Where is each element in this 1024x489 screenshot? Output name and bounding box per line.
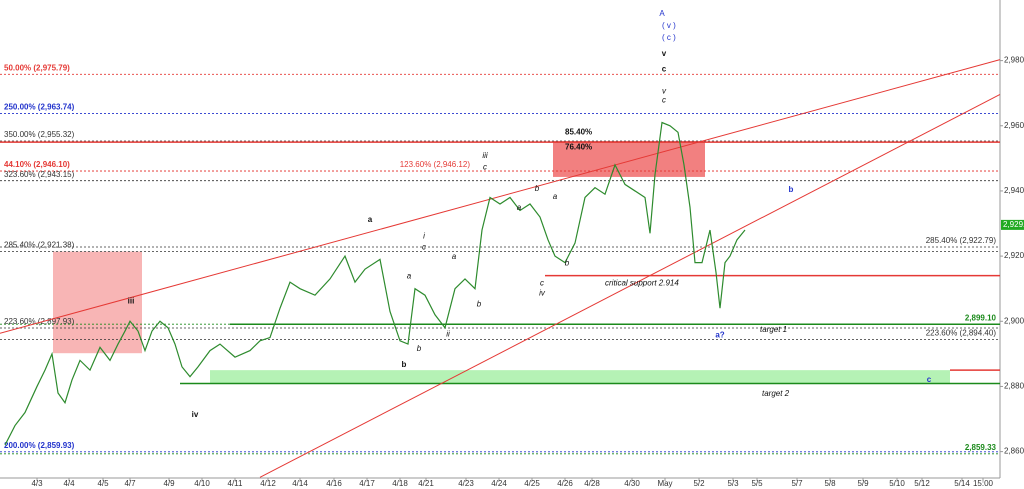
wave-label: i (423, 232, 425, 241)
wave-label: v (662, 49, 667, 58)
x-tick-label: 4/3 (31, 479, 43, 488)
x-tick-label: 4/25 (524, 479, 540, 488)
x-tick-label: 4/21 (418, 479, 434, 488)
wave-label: iv (539, 289, 546, 298)
level-label: 223.60% (2,894.40) (926, 329, 997, 338)
level-label: 250.00% (2,963.74) (4, 103, 75, 112)
y-tick-label: 2,900 (1004, 316, 1024, 325)
x-tick-label: 4/4 (63, 479, 75, 488)
y-tick-label: 2,860 (1004, 447, 1024, 456)
wave-label: b (789, 185, 794, 194)
wave-label: a (517, 203, 522, 212)
level-label: 123.60% (2,946.12) (400, 160, 471, 169)
level-label: 285.40% (2,921.38) (4, 241, 75, 250)
y-tick-label: 2,920 (1004, 251, 1024, 260)
wave-label: c (662, 65, 667, 74)
level-label: 2,899.10 (965, 313, 997, 322)
x-tick-label: 5/12 (914, 479, 930, 488)
wave-label: iv (192, 410, 199, 419)
wave-label: target 2 (762, 389, 790, 398)
trend-line (0, 59, 1001, 334)
wave-label: b (417, 344, 422, 353)
level-label: 50.00% (2,975.79) (4, 63, 70, 72)
price-line (4, 121, 746, 446)
x-tick-label: 5/3 (727, 479, 739, 488)
x-tick-label: 4/14 (292, 479, 308, 488)
wave-label: b (565, 259, 570, 268)
y-tick-label: 2,880 (1004, 382, 1024, 391)
wave-label: b (477, 299, 482, 308)
wave-label: critical support 2.914 (605, 279, 679, 288)
x-tick-label: 15:00 (973, 479, 994, 488)
wave-label: a (452, 252, 457, 261)
level-label: 285.40% (2,922.79) (926, 236, 997, 245)
x-tick-label: May (657, 479, 672, 488)
wave-label: a (407, 272, 412, 281)
x-tick-label: 4/16 (326, 479, 342, 488)
x-tick-label: 4/30 (624, 479, 640, 488)
wave-label: 85.40% (565, 127, 592, 136)
level-label: 350.00% (2,955.32) (4, 130, 75, 139)
wave-label: c (422, 243, 426, 252)
x-tick-label: 4/18 (392, 479, 408, 488)
y-tick-label: 2,940 (1004, 186, 1024, 195)
x-tick-label: 4/12 (260, 479, 276, 488)
y-tick-label: 2,980 (1004, 56, 1024, 65)
wave-label: 76.40% (565, 142, 592, 151)
level-label: 223.60% (2,897.93) (4, 317, 75, 326)
wave-label: ( v ) (662, 21, 676, 30)
zone (210, 370, 950, 384)
wave-label: ( c ) (662, 33, 676, 42)
wave-label: ii (446, 329, 450, 338)
level-label: 323.60% (2,943.15) (4, 170, 75, 179)
x-tick-label: 4/23 (458, 479, 474, 488)
x-tick-label: 5/9 (857, 479, 869, 488)
x-tick-label: 4/17 (359, 479, 375, 488)
last-price-box (1001, 219, 1024, 230)
wave-label: c (483, 162, 487, 171)
wave-label: target 1 (760, 325, 787, 334)
y-tick-label: 2,960 (1004, 121, 1024, 130)
x-tick-label: 5/10 (889, 479, 905, 488)
wave-label: a (368, 215, 373, 224)
x-tick-label: 4/11 (228, 479, 244, 488)
x-tick-label: 4/10 (194, 479, 210, 488)
x-tick-label: 5/2 (693, 479, 705, 488)
level-label: 200.00% (2,859.93) (4, 441, 75, 450)
level-label: 44.10% (2,946.10) (4, 160, 70, 169)
level-label: 2,859.33 (965, 443, 997, 452)
x-tick-label: 4/9 (163, 479, 175, 488)
wave-label: a (553, 192, 558, 201)
x-tick-label: 4/5 (97, 479, 109, 488)
wave-label: A (659, 9, 665, 18)
x-tick-label: 5/8 (824, 479, 836, 488)
x-tick-label: 5/5 (751, 479, 763, 488)
wave-label: c (662, 95, 666, 104)
wave-label: a? (715, 330, 724, 339)
wave-label: iii (128, 297, 135, 306)
wave-label: c (540, 279, 544, 288)
wave-label: b (402, 360, 407, 369)
wave-label: v (662, 87, 667, 96)
x-tick-label: 4/28 (584, 479, 600, 488)
wave-label: c (927, 375, 932, 384)
x-tick-label: 4/7 (124, 479, 136, 488)
x-tick-label: 4/24 (491, 479, 507, 488)
wave-label: iii (482, 151, 488, 160)
zone (53, 251, 142, 354)
x-tick-label: 4/26 (557, 479, 573, 488)
x-tick-label: 5/14 (954, 479, 970, 488)
x-tick-label: 5/7 (791, 479, 803, 488)
wave-label: b (535, 184, 540, 193)
last-price-label: 2,929.58 (1003, 220, 1024, 229)
trend-line (259, 94, 1001, 478)
